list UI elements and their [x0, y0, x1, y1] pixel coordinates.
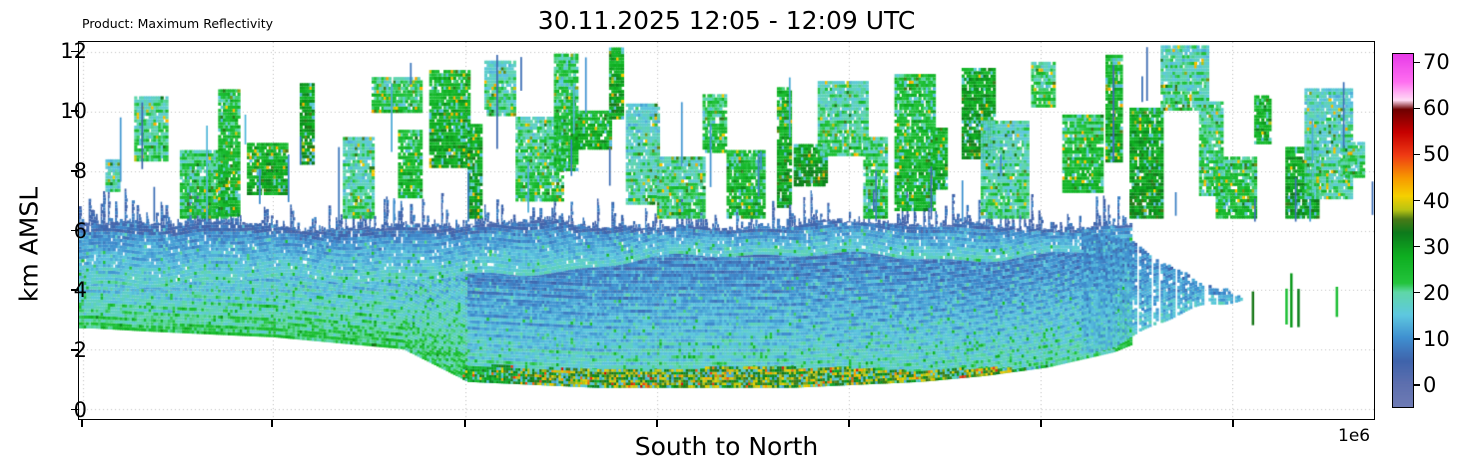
- x-axis-offset-text: 1e6: [1338, 426, 1371, 446]
- colorbar-tick-label: 0: [1423, 372, 1437, 397]
- x-tick-mark: [464, 420, 466, 427]
- y-tick-mark: [71, 229, 78, 232]
- y-tick-mark: [71, 170, 78, 172]
- y-tick-label: 10: [60, 99, 87, 124]
- colorbar-tick-label: 30: [1423, 234, 1450, 259]
- x-axis-label: South to North: [634, 432, 819, 461]
- y-tick-label: 8: [73, 158, 87, 183]
- colorbar-tick-mark: [1414, 245, 1420, 248]
- page-title: 30.11.2025 12:05 - 12:09 UTC: [537, 6, 916, 35]
- colorbar-tick-mark: [1414, 107, 1420, 109]
- colorbar-tick-mark: [1414, 384, 1420, 386]
- colorbar-tick-label: 70: [1423, 50, 1450, 75]
- colorbar-tick-mark: [1414, 153, 1420, 156]
- colorbar-tick-mark: [1414, 292, 1420, 294]
- reflectivity-heatmap: [79, 42, 1374, 419]
- y-tick-mark: [71, 408, 78, 411]
- colorbar[interactable]: [1392, 53, 1414, 408]
- colorbar-tick-label: 10: [1423, 326, 1450, 351]
- x-tick-mark: [1040, 420, 1042, 427]
- y-tick-mark: [71, 50, 78, 53]
- colorbar-tick-mark: [1414, 199, 1420, 202]
- x-tick-mark: [1232, 420, 1234, 427]
- y-tick-label: 4: [73, 278, 87, 303]
- y-axis-label: km AMSL: [14, 186, 44, 303]
- y-tick-mark: [71, 289, 78, 291]
- y-tick-label: 0: [73, 397, 87, 422]
- colorbar-gradient: [1393, 54, 1413, 407]
- x-tick-mark: [81, 420, 83, 427]
- x-tick-mark: [656, 420, 658, 427]
- colorbar-tick-mark: [1414, 338, 1420, 340]
- colorbar-tick-label: 50: [1423, 142, 1450, 167]
- y-tick-label: 2: [73, 337, 87, 362]
- colorbar-tick-label: 60: [1423, 96, 1450, 121]
- x-tick-mark: [848, 420, 850, 427]
- colorbar-tick-label: 20: [1423, 280, 1450, 305]
- y-tick-mark: [71, 349, 78, 351]
- plot-area[interactable]: [78, 41, 1375, 420]
- y-tick-label: 6: [73, 218, 87, 243]
- product-annotation: Product: Maximum Reflectivity: [82, 16, 274, 31]
- x-tick-mark: [271, 420, 273, 427]
- y-tick-mark: [71, 110, 78, 112]
- y-tick-label: 12: [60, 39, 87, 64]
- colorbar-tick-mark: [1414, 61, 1420, 63]
- colorbar-tick-label: 40: [1423, 188, 1450, 213]
